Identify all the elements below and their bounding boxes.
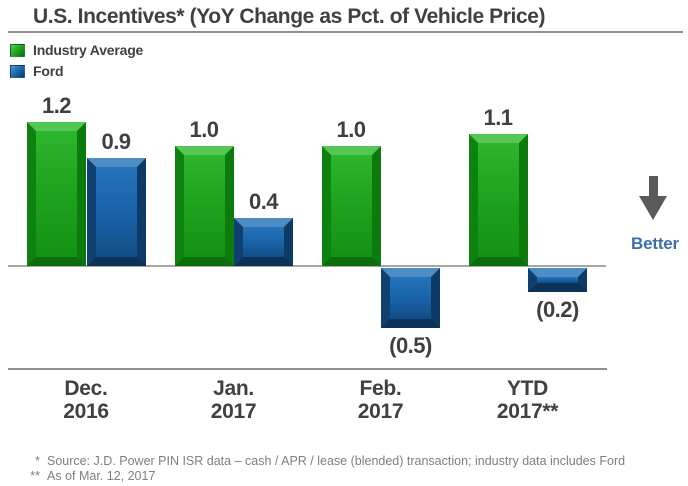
footnote-marker: * <box>35 454 40 468</box>
value-label-industry-average-2: 1.0 <box>336 117 366 142</box>
bar-industry-average-3 <box>468 134 528 266</box>
better-label: Better <box>631 234 679 253</box>
value-label-ford-3: (0.2) <box>536 297 579 322</box>
x-axis-line <box>8 368 607 370</box>
legend-item-industry-average: Industry Average <box>10 41 143 59</box>
category-label-1: Jan. 2017 <box>210 377 257 423</box>
legend-item-ford: Ford <box>10 62 143 80</box>
zero-baseline <box>8 265 606 267</box>
bar-industry-average-2 <box>321 146 381 266</box>
footnote-text: As of Mar. 12, 2017 <box>47 469 156 483</box>
legend-label-ford: Ford <box>33 63 64 79</box>
category-label-2: Feb. 2017 <box>357 377 404 423</box>
value-label-industry-average-0: 1.2 <box>41 93 72 118</box>
bar-industry-average-1 <box>174 146 234 266</box>
footnote-marker: ** <box>30 469 40 483</box>
value-label-ford-2: (0.5) <box>389 333 432 358</box>
bar-ford-0 <box>86 158 146 266</box>
legend: Industry Average Ford <box>10 41 143 83</box>
arrow-head <box>639 196 667 220</box>
chart-title: U.S. Incentives* (YoY Change as Pct. of … <box>33 5 546 28</box>
bar-ford-3 <box>528 268 587 292</box>
bar-ford-2 <box>381 268 440 328</box>
footnote-as-of: ** As of Mar. 12, 2017 <box>22 469 672 484</box>
value-label-industry-average-1: 1.0 <box>189 117 219 142</box>
better-arrow-down-icon <box>639 176 667 220</box>
title-underline <box>8 31 683 33</box>
ford-swatch-icon <box>10 64 25 78</box>
bar-ford-1 <box>234 218 293 266</box>
legend-label-industry-average: Industry Average <box>33 42 144 58</box>
value-label-industry-average-3: 1.1 <box>483 105 513 130</box>
value-label-ford-0: 0.9 <box>101 129 131 154</box>
footnotes: * Source: J.D. Power PIN ISR data – cash… <box>22 454 672 484</box>
value-label-ford-1: 0.4 <box>248 189 279 214</box>
footnote-source: * Source: J.D. Power PIN ISR data – cash… <box>22 454 672 469</box>
category-label-3: YTD 2017** <box>496 377 559 423</box>
bar-industry-average-0 <box>27 122 86 266</box>
arrow-stem <box>648 176 658 197</box>
industry-average-swatch-icon <box>10 43 25 57</box>
footnote-text: Source: J.D. Power PIN ISR data – cash /… <box>47 454 626 468</box>
category-label-0: Dec. 2016 <box>63 377 109 423</box>
